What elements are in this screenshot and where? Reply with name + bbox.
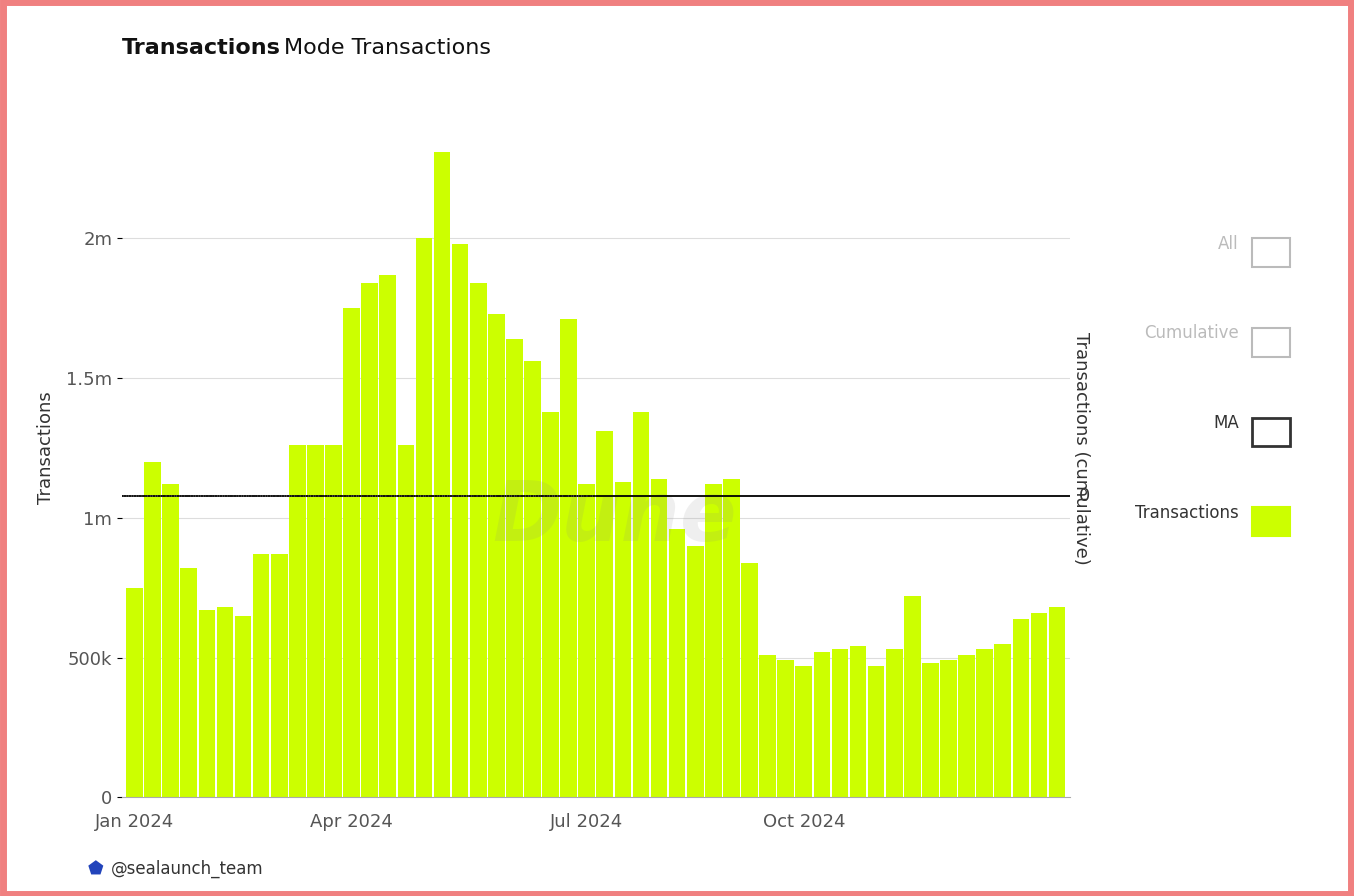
Bar bbox=[217, 607, 233, 797]
Bar bbox=[597, 431, 613, 797]
Bar bbox=[398, 445, 414, 797]
Text: Dune: Dune bbox=[493, 478, 737, 558]
Bar bbox=[145, 462, 161, 797]
Bar bbox=[470, 283, 486, 797]
Bar bbox=[1013, 618, 1029, 797]
Bar bbox=[253, 555, 269, 797]
Bar bbox=[126, 588, 142, 797]
Bar bbox=[578, 485, 594, 797]
Bar bbox=[506, 339, 523, 797]
Text: MA: MA bbox=[1213, 414, 1239, 432]
Bar bbox=[524, 361, 540, 797]
Bar bbox=[561, 319, 577, 797]
Y-axis label: Transactions: Transactions bbox=[37, 392, 56, 504]
Bar bbox=[1030, 613, 1047, 797]
Bar bbox=[886, 650, 903, 797]
Bar bbox=[976, 650, 992, 797]
Y-axis label: Transactions (cumulative): Transactions (cumulative) bbox=[1072, 332, 1090, 564]
Bar bbox=[831, 650, 848, 797]
Bar bbox=[705, 485, 722, 797]
Bar bbox=[959, 655, 975, 797]
Bar bbox=[669, 529, 685, 797]
Bar bbox=[904, 596, 921, 797]
Text: @sealaunch_team: @sealaunch_team bbox=[111, 860, 264, 878]
Bar bbox=[271, 555, 287, 797]
Bar bbox=[542, 411, 559, 797]
Bar bbox=[994, 643, 1011, 797]
Bar bbox=[416, 238, 432, 797]
Bar bbox=[741, 563, 758, 797]
Bar bbox=[344, 308, 360, 797]
Bar bbox=[288, 445, 306, 797]
Bar bbox=[615, 481, 631, 797]
Bar bbox=[379, 275, 397, 797]
Bar bbox=[723, 478, 739, 797]
Bar bbox=[940, 660, 957, 797]
Bar bbox=[1049, 607, 1066, 797]
Bar bbox=[433, 151, 451, 797]
Bar bbox=[162, 485, 179, 797]
Text: Transactions: Transactions bbox=[122, 39, 280, 58]
Text: 0: 0 bbox=[1079, 487, 1090, 504]
Bar bbox=[686, 546, 704, 797]
Bar bbox=[868, 666, 884, 797]
Bar bbox=[452, 244, 468, 797]
Text: Transactions: Transactions bbox=[1135, 504, 1239, 521]
Bar bbox=[795, 666, 812, 797]
Text: Mode Transactions: Mode Transactions bbox=[284, 39, 492, 58]
Text: ⬟: ⬟ bbox=[88, 860, 104, 878]
Bar bbox=[325, 445, 341, 797]
Bar bbox=[651, 478, 668, 797]
Bar bbox=[632, 411, 650, 797]
Bar bbox=[180, 568, 198, 797]
Bar bbox=[760, 655, 776, 797]
Text: All: All bbox=[1219, 235, 1239, 253]
Bar bbox=[234, 616, 252, 797]
Text: Cumulative: Cumulative bbox=[1144, 324, 1239, 342]
Bar bbox=[362, 283, 378, 797]
Bar bbox=[777, 660, 793, 797]
Bar bbox=[487, 314, 505, 797]
Bar bbox=[307, 445, 324, 797]
Bar bbox=[199, 610, 215, 797]
Bar bbox=[814, 652, 830, 797]
Bar bbox=[922, 663, 938, 797]
Bar bbox=[850, 647, 867, 797]
